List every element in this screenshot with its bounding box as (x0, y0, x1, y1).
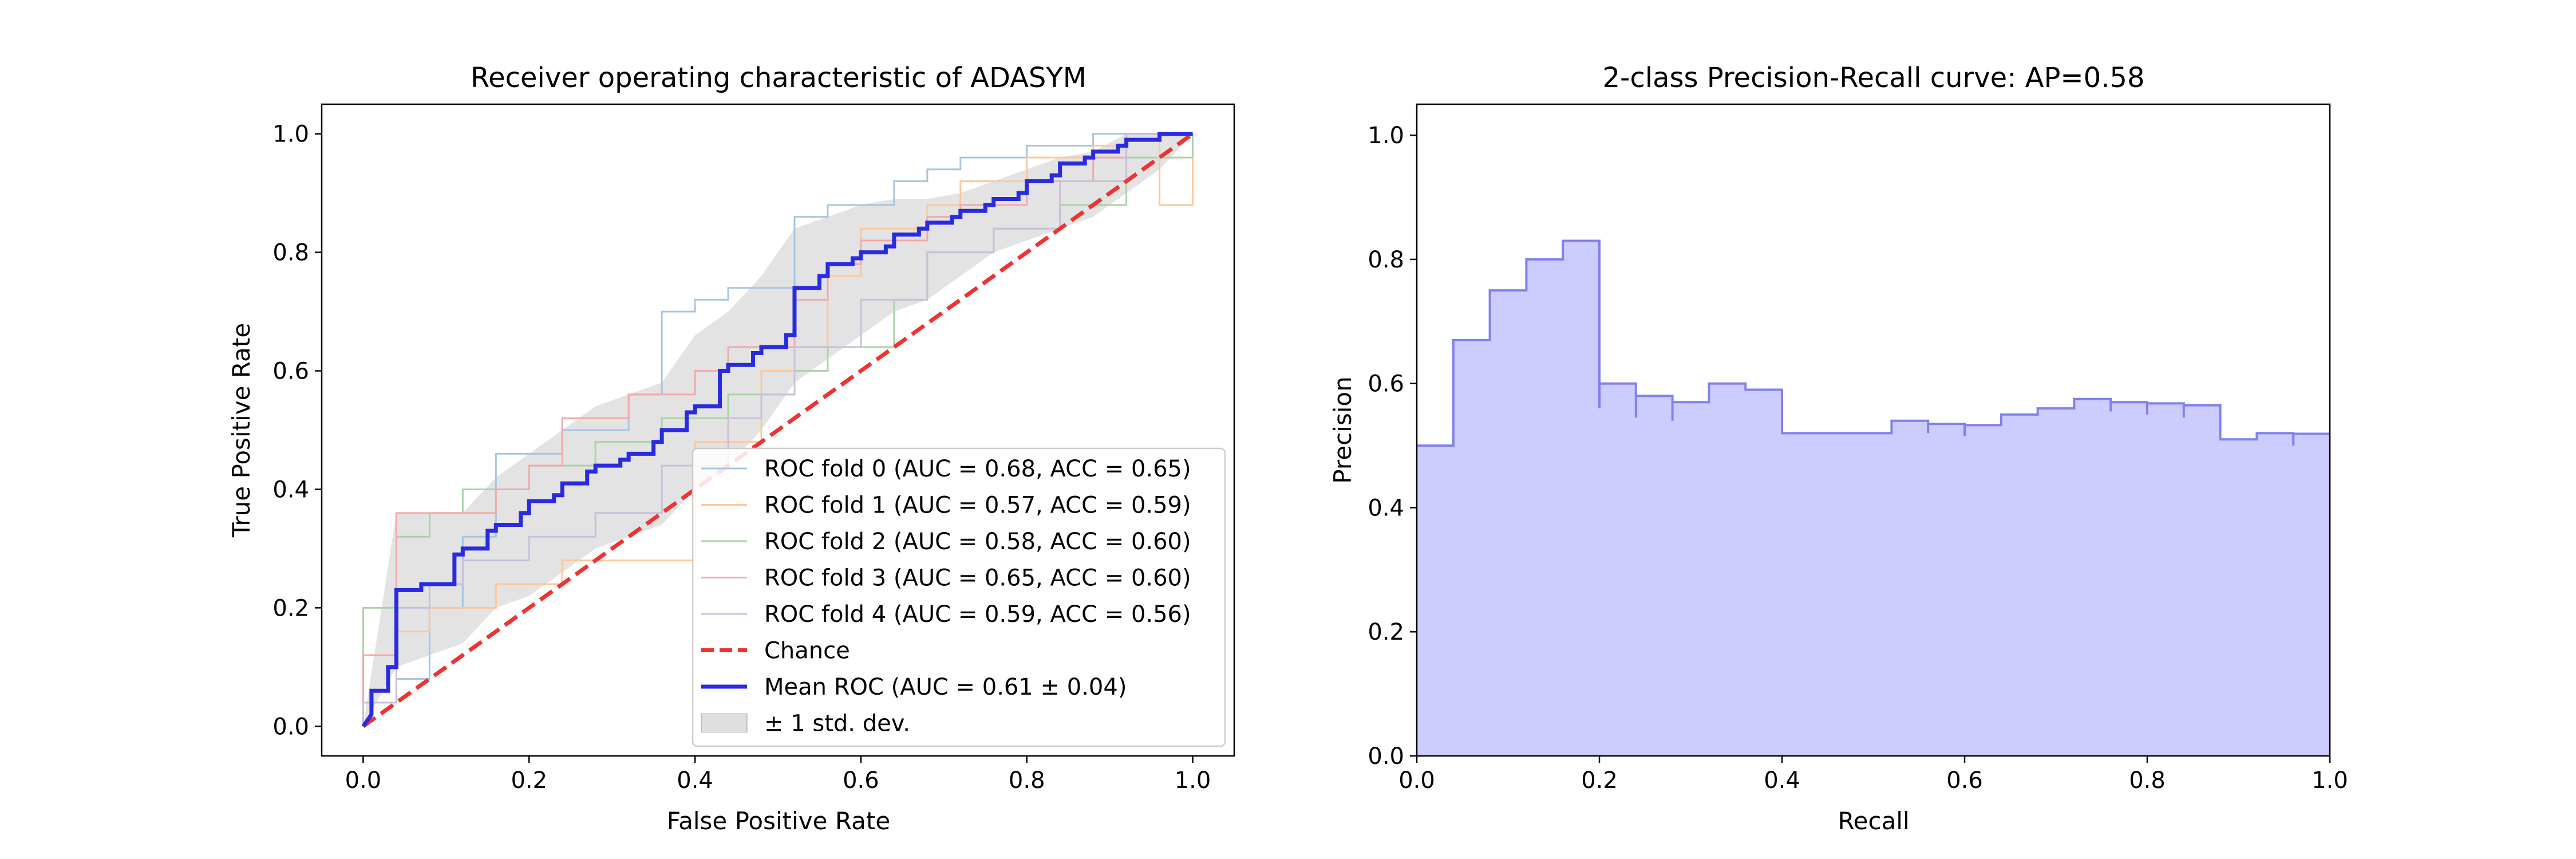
roc-fold-1-line (362, 133, 1194, 727)
roc-y-tick-label: 1.0 (272, 121, 309, 148)
roc-x-tick-label: 1.0 (1175, 767, 1211, 794)
pr-x-axis-label: Recall (1838, 807, 1909, 835)
legend-label-3: ROC fold 3 (AUC = 0.65, ACC = 0.60) (764, 565, 1191, 592)
roc-x-tick-label: 0.0 (345, 767, 382, 794)
pr-y-tick-label: 1.0 (1368, 123, 1404, 149)
roc-x-axis-label: False Positive Rate (667, 807, 890, 835)
pr-y-axis-label: Precision (1329, 376, 1357, 483)
roc-x-tick-label: 0.2 (511, 767, 547, 794)
roc-legend-box (692, 447, 1226, 747)
legend-label-2: ROC fold 2 (AUC = 0.58, ACC = 0.60) (764, 529, 1191, 555)
roc-y-ticks: 0.0 0.2 0.4 0.6 0.8 1.0 (272, 121, 322, 740)
pr-y-ticks: 0.0 0.2 0.4 0.6 0.8 1.0 (1368, 123, 1417, 770)
pr-x-tick-label: 0.6 (1946, 767, 1983, 794)
pr-title: 2-class Precision-Recall curve: AP=0.58 (1602, 62, 2144, 94)
pr-x-tick-label: 1.0 (2312, 767, 2348, 794)
legend-swatch-std-band (701, 714, 748, 732)
legend-label-5: Chance (764, 638, 850, 664)
pr-y-tick-label: 0.6 (1368, 371, 1404, 397)
roc-plot-area (361, 132, 1194, 728)
roc-chart: Receiver operating characteristic of ADA… (227, 62, 1235, 835)
roc-y-axis-label: True Positive Rate (227, 323, 255, 538)
pr-x-tick-label: 0.8 (2129, 767, 2166, 794)
pr-x-tick-label: 0.2 (1581, 767, 1618, 794)
legend-label-4: ROC fold 4 (AUC = 0.59, ACC = 0.56) (764, 601, 1191, 628)
pr-step-line (1417, 239, 2330, 447)
roc-y-tick-label: 0.6 (272, 358, 309, 385)
pr-axes-frame (1416, 103, 2331, 757)
pr-chart: 2-class Precision-Recall curve: AP=0.58 … (1329, 62, 2348, 835)
pr-y-tick-label: 0.0 (1368, 743, 1404, 770)
pr-plot-area (1417, 239, 2330, 756)
pr-area-fill (1417, 241, 2330, 756)
roc-legend: ROC fold 0 (AUC = 0.68, ACC = 0.65) ROC f… (692, 447, 1226, 747)
pr-y-tick-label: 0.4 (1368, 495, 1404, 521)
roc-x-tick-label: 0.8 (1009, 767, 1045, 794)
pr-x-tick-label: 0.0 (1398, 767, 1435, 794)
roc-title: Receiver operating characteristic of ADA… (471, 62, 1086, 94)
roc-x-tick-label: 0.6 (843, 767, 879, 794)
roc-y-tick-label: 0.4 (272, 476, 309, 503)
legend-label-6: Mean ROC (AUC = 0.61 ± 0.04) (764, 674, 1127, 700)
legend-label-1: ROC fold 1 (AUC = 0.57, ACC = 0.59) (764, 492, 1191, 519)
pr-x-tick-label: 0.4 (1764, 767, 1800, 794)
roc-x-ticks: 0.0 0.2 0.4 0.6 0.8 1.0 (345, 756, 1211, 794)
roc-y-tick-label: 0.2 (272, 595, 309, 621)
legend-label-7: ± 1 std. dev. (764, 711, 910, 737)
roc-x-tick-label: 0.4 (677, 767, 713, 794)
legend-label-0: ROC fold 0 (AUC = 0.68, ACC = 0.65) (764, 456, 1191, 482)
roc-axes-frame (321, 103, 1235, 757)
roc-chance-line (362, 132, 1194, 728)
roc-y-tick-label: 0.8 (272, 240, 309, 266)
pr-x-ticks: 0.0 0.2 0.4 0.6 0.8 1.0 (1398, 756, 2348, 794)
roc-mean-line (361, 132, 1193, 728)
pr-y-tick-label: 0.2 (1368, 619, 1404, 645)
roc-y-tick-label: 0.0 (272, 714, 309, 740)
pr-y-tick-label: 0.8 (1368, 247, 1404, 273)
